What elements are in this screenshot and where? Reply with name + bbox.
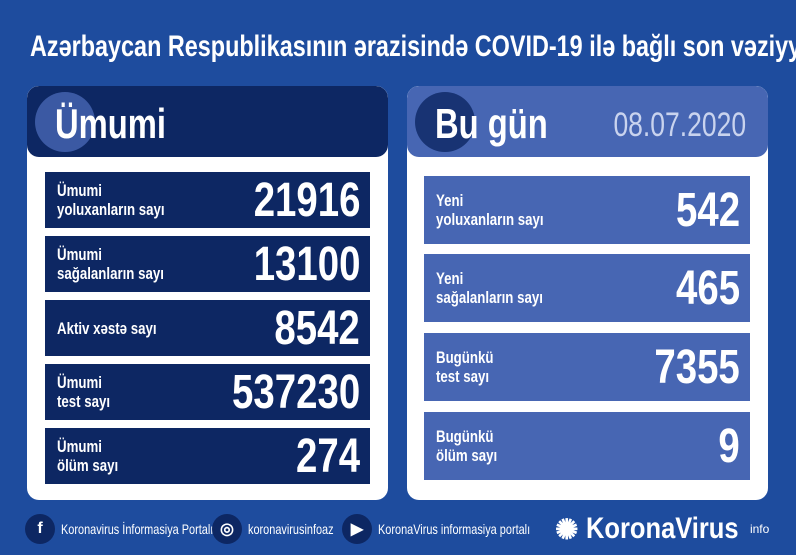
- logo: ✺ KoronaVirus info: [555, 512, 770, 545]
- page-title: Azərbaycan Respublikasının ərazisində CO…: [30, 30, 796, 63]
- youtube-link[interactable]: ▶ KoronaVirus informasiya portalı: [342, 514, 573, 544]
- stat-row: Bugünkü ölüm sayı 9: [424, 412, 750, 480]
- stat-row: Ümumi sağalanların sayı 13100: [45, 236, 370, 292]
- virus-icon: [415, 92, 475, 152]
- stat-row: Aktiv xəstə sayı 8542: [45, 300, 370, 356]
- total-panel: Ümumi Ümumi yoluxanların sayı 21916 Ümumi s…: [27, 86, 388, 500]
- youtube-icon: ▶: [342, 514, 372, 544]
- date: 08.07.2020: [613, 106, 746, 144]
- facebook-icon: f: [25, 514, 55, 544]
- stat-row: Bugünkü test sayı 7355: [424, 333, 750, 401]
- total-header: Ümumi: [27, 86, 388, 157]
- instagram-icon: ◎: [212, 514, 242, 544]
- sun-virus-icon: ✺: [555, 513, 579, 545]
- stat-row: Ümumi test sayı 537230: [45, 364, 370, 420]
- stat-row: Ümumi yoluxanların sayı 21916: [45, 172, 370, 228]
- today-panel: Bu gün 08.07.2020 Yeni yoluxanların sayı 5…: [407, 86, 768, 500]
- virus-icon: [35, 92, 95, 152]
- instagram-link[interactable]: ◎ koronavirusinfoaz: [212, 514, 358, 544]
- stat-row: Ümumi ölüm sayı 274: [45, 428, 370, 484]
- footer: f Koronavirus İnformasiya Portalı ◎ korona…: [0, 510, 796, 550]
- stat-row: Yeni yoluxanların sayı 542: [424, 176, 750, 244]
- stat-row: Yeni sağalanların sayı 465: [424, 254, 750, 322]
- facebook-link[interactable]: f Koronavirus İnformasiya Portalı: [25, 514, 256, 544]
- today-header: Bu gün 08.07.2020: [407, 86, 768, 157]
